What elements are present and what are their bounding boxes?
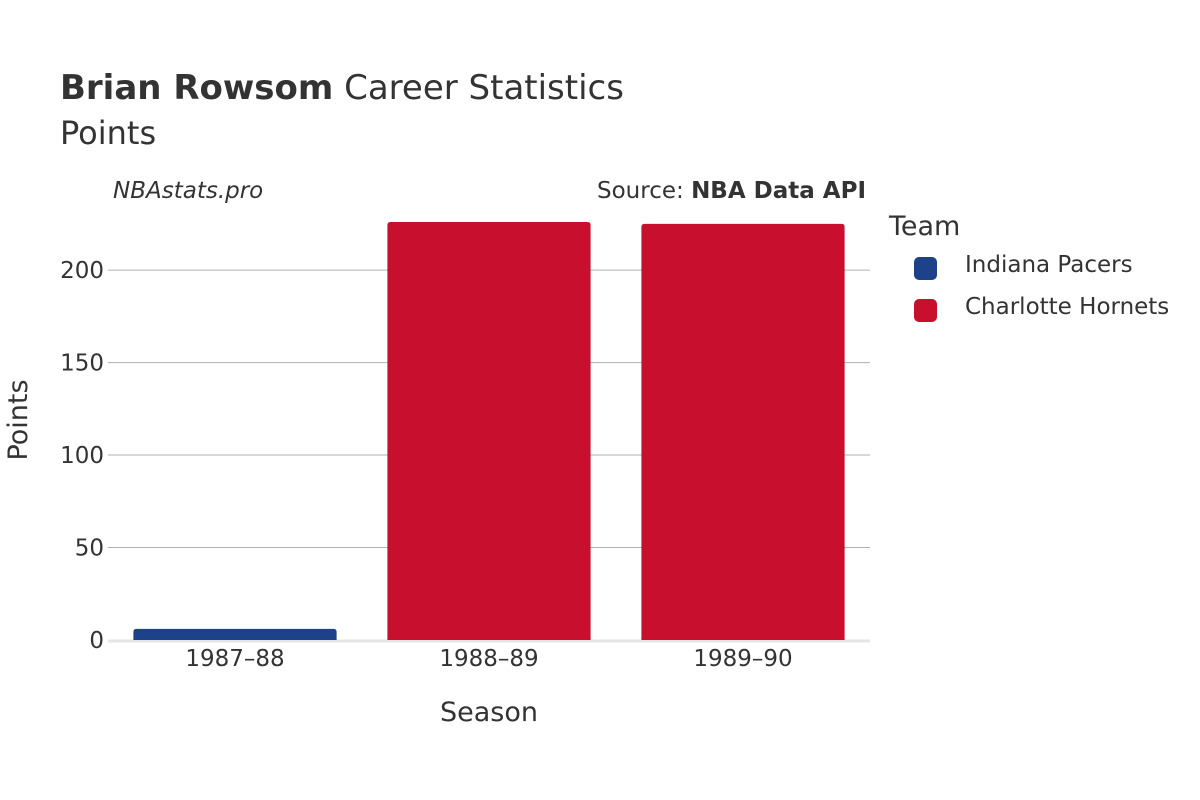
player-name: Brian Rowsom bbox=[60, 68, 334, 108]
bar[interactable] bbox=[133, 628, 337, 640]
chart-subtitle: Points bbox=[60, 114, 157, 152]
watermark: NBAstats.pro bbox=[113, 178, 264, 204]
y-tick-labels: 0 50 100 150 200 bbox=[60, 258, 104, 654]
y-tick-label: 200 bbox=[60, 258, 104, 284]
legend-swatch bbox=[914, 257, 937, 280]
x-axis-title: Season bbox=[440, 697, 538, 728]
title-rest: Career Statistics bbox=[333, 68, 624, 108]
x-tick-label: 1987–88 bbox=[185, 646, 284, 672]
x-tick-label: 1988–89 bbox=[439, 646, 538, 672]
legend-item-indiana-pacers[interactable]: Indiana Pacers bbox=[889, 248, 1133, 286]
legend-swatch bbox=[914, 299, 937, 322]
legend-item-charlotte-hornets[interactable]: Charlotte Hornets bbox=[889, 290, 1169, 328]
y-tick-label: 50 bbox=[75, 536, 104, 562]
y-axis-title: Points bbox=[3, 379, 34, 460]
x-tick-label: 1989–90 bbox=[693, 646, 792, 672]
source-credit: Source: NBA Data API bbox=[597, 178, 866, 204]
legend-label: Charlotte Hornets bbox=[965, 294, 1170, 320]
source-prefix: Source: bbox=[597, 178, 692, 204]
bar[interactable] bbox=[387, 222, 591, 640]
x-tick-labels: 1987–88 1988–89 1989–90 bbox=[185, 646, 792, 672]
bar[interactable] bbox=[641, 223, 845, 641]
y-tick-label: 150 bbox=[60, 351, 104, 377]
y-tick-label: 0 bbox=[89, 628, 104, 654]
y-tick-label: 100 bbox=[60, 443, 104, 469]
bars bbox=[133, 222, 845, 641]
source-name: NBA Data API bbox=[691, 178, 866, 204]
chart-title: Brian Rowsom Career Statistics bbox=[60, 68, 624, 108]
legend-title: Team bbox=[889, 211, 961, 242]
legend-label: Indiana Pacers bbox=[965, 252, 1133, 278]
legend: Team Indiana Pacers Charlotte Hornets bbox=[889, 210, 1169, 328]
